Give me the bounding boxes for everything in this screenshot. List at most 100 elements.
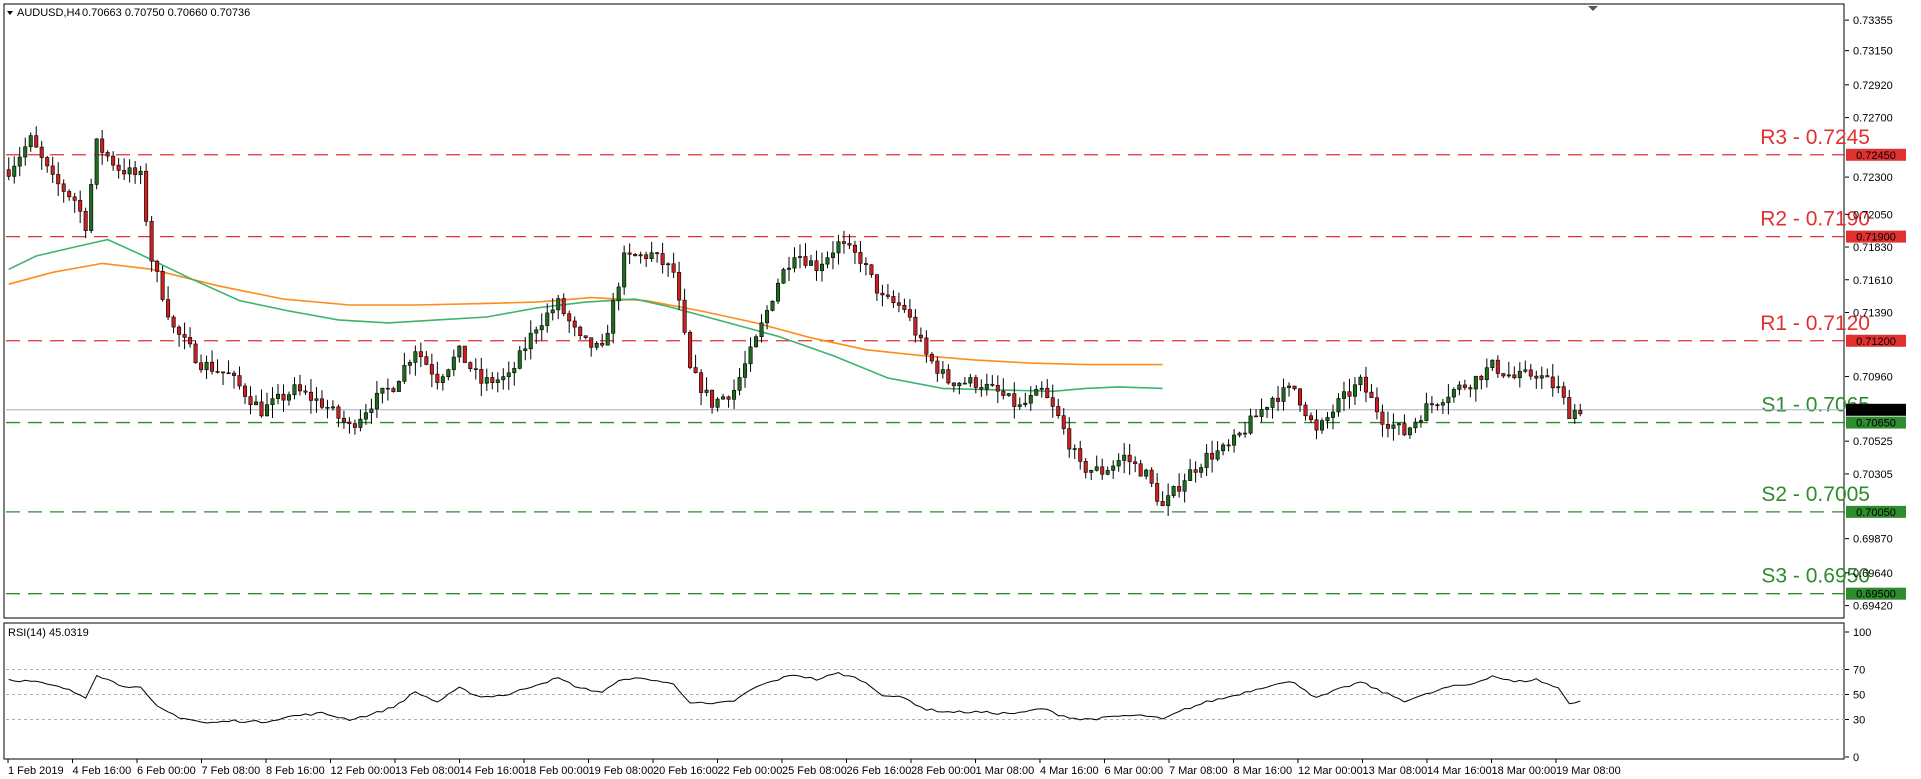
candle bbox=[457, 345, 462, 363]
candle bbox=[275, 383, 280, 405]
rsi-tick-label: 100 bbox=[1853, 627, 1871, 639]
candle-body bbox=[962, 382, 967, 385]
candle bbox=[490, 372, 495, 390]
candle bbox=[995, 375, 1000, 404]
candle-body bbox=[347, 421, 352, 424]
candle-body bbox=[638, 254, 643, 257]
candle-body bbox=[1534, 375, 1539, 379]
candle-body bbox=[275, 393, 280, 399]
candle-body bbox=[67, 191, 72, 198]
candle-body bbox=[1177, 486, 1182, 492]
candle bbox=[984, 373, 989, 396]
candle-body bbox=[1232, 434, 1237, 446]
candle-body bbox=[23, 146, 28, 158]
candle bbox=[182, 322, 187, 350]
candle bbox=[237, 366, 242, 390]
candle-body bbox=[968, 377, 973, 384]
candle bbox=[1380, 404, 1385, 437]
candle bbox=[1254, 409, 1259, 418]
candle-body bbox=[144, 170, 149, 222]
candle-body bbox=[1006, 393, 1011, 396]
candle bbox=[1028, 386, 1033, 411]
candle bbox=[286, 391, 291, 406]
rsi-tick-label: 30 bbox=[1853, 715, 1865, 727]
scroll-marker-icon[interactable] bbox=[1588, 6, 1598, 11]
candle bbox=[803, 243, 808, 269]
candle-body bbox=[506, 372, 511, 377]
candle-body bbox=[155, 260, 160, 272]
candle-body bbox=[243, 385, 248, 397]
time-tick-label: 13 Feb 08:00 bbox=[395, 765, 460, 777]
symbol-label: AUDUSD,H4 bbox=[17, 7, 81, 19]
candle-body bbox=[1556, 386, 1561, 389]
time-tick-label: 1 Mar 08:00 bbox=[975, 765, 1034, 777]
candle bbox=[660, 242, 665, 274]
candle-body bbox=[50, 165, 55, 175]
candle-body bbox=[1067, 428, 1072, 450]
candle-body bbox=[281, 393, 286, 401]
candle-body bbox=[748, 346, 753, 365]
candle-body bbox=[1050, 397, 1055, 407]
candle bbox=[644, 251, 649, 267]
candle-body bbox=[1188, 469, 1193, 481]
candle bbox=[122, 158, 127, 181]
candle bbox=[1358, 374, 1363, 392]
candle-body bbox=[1539, 375, 1544, 379]
candle bbox=[1528, 363, 1533, 380]
candle bbox=[1292, 385, 1297, 391]
level-price-tag bbox=[1846, 334, 1906, 347]
candle bbox=[787, 256, 792, 282]
candle bbox=[34, 126, 39, 148]
candle bbox=[891, 290, 896, 308]
candle-body bbox=[374, 392, 379, 410]
candle-body bbox=[1089, 470, 1094, 473]
candle-body bbox=[1221, 444, 1226, 452]
candle bbox=[374, 381, 379, 419]
candle-body bbox=[484, 377, 489, 384]
price-tick-label: 0.72700 bbox=[1853, 113, 1893, 125]
rsi-header: RSI(14) 45.0319 bbox=[8, 627, 89, 639]
candle-body bbox=[1479, 375, 1484, 381]
time-tick-label: 25 Feb 08:00 bbox=[782, 765, 847, 777]
candle bbox=[473, 358, 478, 380]
candle bbox=[330, 400, 335, 411]
candle bbox=[1248, 408, 1253, 435]
candle bbox=[281, 384, 286, 412]
candle-body bbox=[572, 320, 577, 328]
candle bbox=[297, 374, 302, 396]
candle-body bbox=[1385, 424, 1390, 429]
candle bbox=[1023, 392, 1028, 408]
candle bbox=[1012, 382, 1017, 419]
candle-body bbox=[1358, 376, 1363, 386]
candle-body bbox=[413, 351, 418, 363]
candle bbox=[1424, 392, 1429, 422]
time-tick-label: 4 Mar 16:00 bbox=[1040, 765, 1099, 777]
candle-body bbox=[138, 170, 143, 175]
candle bbox=[649, 241, 654, 262]
candle bbox=[1462, 379, 1467, 391]
rsi-pane bbox=[3, 622, 1845, 760]
time-tick-label: 7 Feb 08:00 bbox=[201, 765, 260, 777]
candle bbox=[940, 360, 945, 379]
candle-body bbox=[841, 241, 846, 244]
candle bbox=[638, 251, 643, 264]
candle bbox=[1391, 413, 1396, 441]
candle-body bbox=[787, 267, 792, 270]
time-tick-label: 6 Feb 00:00 bbox=[137, 765, 196, 777]
candle-body bbox=[391, 388, 396, 392]
candle-body bbox=[512, 368, 517, 374]
candle-body bbox=[907, 309, 912, 318]
candle bbox=[1325, 412, 1330, 429]
candle bbox=[407, 359, 412, 375]
candle bbox=[1237, 431, 1242, 438]
candle bbox=[363, 403, 368, 425]
level-price-tag-text: 0.72450 bbox=[1856, 150, 1896, 162]
candle bbox=[462, 345, 467, 363]
candle-body bbox=[1435, 404, 1440, 407]
candle bbox=[1138, 459, 1143, 477]
candle bbox=[946, 364, 951, 385]
candle-body bbox=[1512, 374, 1517, 379]
rsi-tick-label: 0 bbox=[1853, 752, 1859, 764]
time-tick-label: 19 Feb 08:00 bbox=[588, 765, 653, 777]
chart-menu-arrow-icon[interactable] bbox=[7, 11, 13, 15]
